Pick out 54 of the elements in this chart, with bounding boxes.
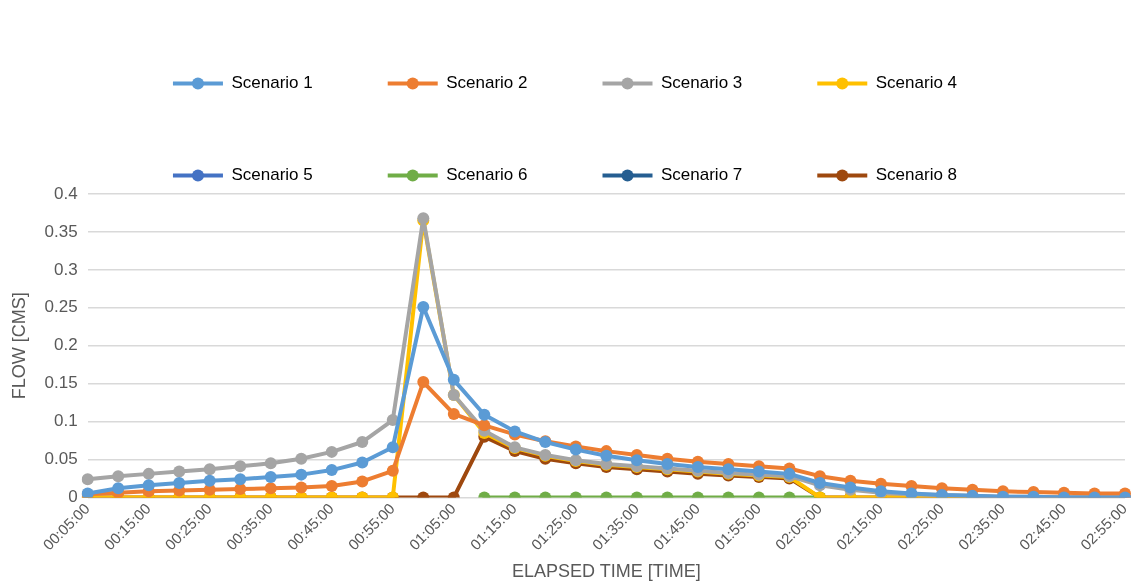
point	[173, 465, 186, 478]
y-axis-title: FLOW [CMS]	[8, 292, 29, 400]
point	[325, 464, 338, 477]
point	[112, 470, 125, 483]
y-tick-label: 0.4	[54, 183, 78, 203]
legend-label: Scenario 8	[875, 165, 958, 185]
point	[142, 479, 155, 492]
point	[112, 482, 125, 495]
point	[630, 454, 643, 467]
y-tick-label: 0.25	[44, 297, 78, 317]
point	[264, 457, 277, 470]
point	[661, 458, 674, 471]
point	[356, 436, 369, 449]
point	[356, 475, 369, 488]
y-tick-label: 0.3	[54, 259, 78, 279]
point	[722, 463, 735, 476]
x-axis-title: ELAPSED TIME [TIME]	[511, 561, 701, 582]
point	[417, 376, 430, 389]
y-tick-label: 0	[68, 487, 78, 507]
point	[478, 408, 491, 421]
point	[264, 470, 277, 483]
point	[203, 474, 216, 487]
y-tick-label: 0.15	[44, 373, 78, 393]
y-tick-label: 0.35	[44, 221, 78, 241]
point	[234, 460, 247, 473]
point	[264, 482, 277, 495]
point	[356, 456, 369, 469]
legend-label: Scenario 3	[661, 73, 743, 93]
point	[325, 480, 338, 493]
point	[295, 468, 308, 481]
point	[386, 464, 399, 477]
legend-label: Scenario 5	[231, 165, 313, 185]
point	[81, 473, 94, 486]
y-tick-label: 0.05	[44, 449, 78, 469]
legend-label: Scenario 7	[661, 165, 743, 185]
point	[478, 419, 491, 432]
point	[325, 445, 338, 458]
y-tick-label: 0.2	[54, 335, 78, 355]
point	[386, 441, 399, 454]
legend-label: Scenario 2	[446, 73, 528, 93]
point	[142, 467, 155, 480]
legend-label: Scenario 1	[231, 73, 313, 93]
point	[447, 373, 460, 386]
point	[295, 481, 308, 494]
point	[600, 449, 613, 462]
point	[234, 483, 247, 496]
point	[295, 452, 308, 465]
legend-label: Scenario 4	[875, 73, 958, 93]
point	[203, 463, 216, 476]
point	[447, 407, 460, 420]
legend-label: Scenario 6	[446, 165, 528, 185]
point	[173, 476, 186, 489]
y-tick-label: 0.1	[54, 411, 78, 431]
point	[234, 473, 247, 486]
